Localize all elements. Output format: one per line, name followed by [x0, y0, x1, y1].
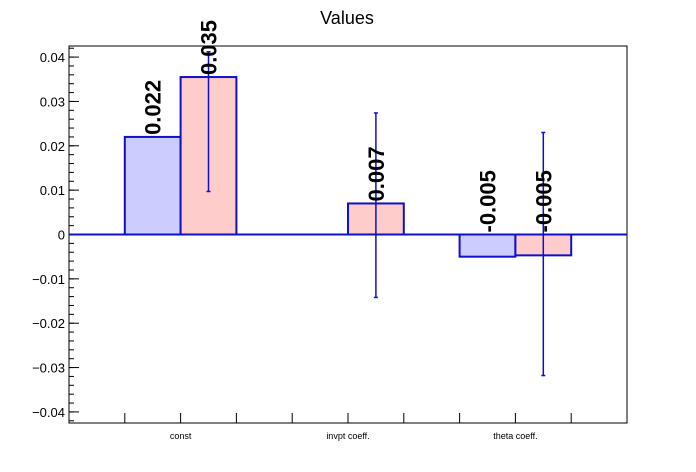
plot-area: −0.04 −0.03 −0.02 −0.01 0 0.01 0.02 0.03 0.04 con… [32, 20, 628, 441]
y-tick-label: 0.03 [40, 94, 65, 109]
data-label: -0.005 [476, 170, 501, 232]
data-label: 0.035 [197, 20, 222, 75]
y-tick-label: 0 [58, 228, 65, 243]
data-label: -0.005 [531, 170, 556, 232]
y-tick-label: −0.04 [32, 405, 65, 420]
x-category-label: const [170, 431, 192, 441]
bar [123, 135, 182, 236]
y-tick-label: 0.02 [40, 139, 65, 154]
y-tick-label: 0.04 [40, 50, 65, 65]
x-category-label: theta coeff. [493, 431, 537, 441]
bar [458, 233, 517, 258]
chart-title: Values [320, 8, 374, 28]
data-label: 0.022 [141, 80, 166, 135]
y-tick-label: 0.01 [40, 183, 65, 198]
y-tick-label: −0.02 [32, 316, 65, 331]
y-tick-label: −0.03 [32, 361, 65, 376]
data-label: 0.007 [364, 146, 389, 201]
x-category-label: invpt coeff. [326, 431, 369, 441]
y-tick-label: −0.01 [32, 272, 65, 287]
